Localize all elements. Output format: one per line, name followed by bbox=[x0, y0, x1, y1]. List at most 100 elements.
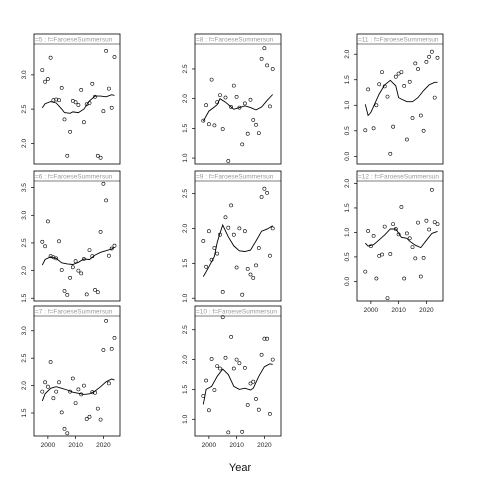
y-tick-label: 1.5 bbox=[344, 75, 351, 84]
data-point bbox=[399, 70, 404, 75]
data-point bbox=[95, 290, 100, 295]
data-point bbox=[237, 105, 242, 110]
data-point bbox=[218, 232, 222, 237]
data-point bbox=[206, 408, 211, 413]
data-point bbox=[95, 153, 100, 158]
y-tick-label: 1.5 bbox=[21, 293, 28, 302]
data-point bbox=[237, 226, 242, 231]
data-point bbox=[251, 276, 256, 280]
data-point bbox=[46, 219, 50, 224]
data-point bbox=[265, 336, 270, 341]
data-point bbox=[251, 379, 256, 384]
data-point bbox=[432, 220, 437, 225]
panel-frame bbox=[194, 170, 282, 302]
strip-label: =12 : f=FaroeseSummersun bbox=[358, 174, 439, 181]
data-point bbox=[382, 224, 387, 229]
y-tick-label: 0.5 bbox=[344, 252, 351, 261]
data-point bbox=[65, 431, 70, 436]
data-point bbox=[204, 103, 209, 108]
data-point bbox=[46, 384, 50, 389]
data-point bbox=[429, 49, 434, 54]
data-point bbox=[229, 105, 234, 109]
data-point bbox=[82, 383, 86, 388]
x-tick-label: 2010 bbox=[391, 307, 406, 314]
data-point bbox=[413, 61, 418, 66]
data-point bbox=[209, 77, 214, 82]
data-point bbox=[245, 131, 250, 136]
data-point bbox=[404, 137, 409, 142]
data-point bbox=[242, 229, 247, 234]
y-tick-label: 1.5 bbox=[182, 258, 189, 267]
data-point bbox=[201, 239, 206, 243]
data-point bbox=[107, 86, 111, 91]
data-point bbox=[212, 388, 217, 392]
y-tick-label: 2.5 bbox=[21, 238, 28, 247]
y-tick-label: 2.0 bbox=[344, 179, 351, 188]
y-tick-label: 1.5 bbox=[182, 385, 189, 394]
y-tick-label: 2.5 bbox=[182, 189, 189, 198]
strip-label: =10 : f=FaroeseSummersun bbox=[196, 309, 277, 316]
smooth-line bbox=[41, 378, 115, 402]
x-tick-label: 2010 bbox=[229, 442, 244, 449]
data-point bbox=[262, 186, 267, 191]
data-point bbox=[54, 389, 59, 394]
y-tick-label: 1.0 bbox=[182, 153, 189, 162]
data-point bbox=[237, 361, 242, 366]
strip-label: =6 : f=FaroeseSummersun bbox=[35, 174, 113, 181]
data-point bbox=[87, 248, 92, 253]
data-point bbox=[109, 246, 114, 251]
data-point bbox=[62, 117, 67, 122]
y-tick-label: 2.5 bbox=[182, 64, 189, 73]
data-point bbox=[82, 257, 86, 261]
data-point bbox=[407, 236, 412, 241]
data-point bbox=[254, 122, 258, 127]
data-point bbox=[254, 397, 258, 401]
data-point bbox=[87, 101, 92, 105]
y-tick-label: 3.0 bbox=[21, 70, 28, 79]
data-point bbox=[76, 268, 81, 273]
data-point bbox=[410, 116, 415, 120]
data-point bbox=[220, 315, 225, 320]
data-point bbox=[421, 255, 426, 260]
data-point bbox=[262, 46, 267, 51]
panel-5: =9 : f=FaroeseSummersun 1.0 1.5 2.0 2.5 bbox=[182, 170, 282, 303]
data-point bbox=[234, 95, 239, 99]
data-point bbox=[48, 360, 53, 364]
panel-4: =6 : f=FaroeseSummersun 1.5 2.0 2.5 3.0 3.5 bbox=[21, 170, 121, 303]
data-point bbox=[212, 246, 217, 250]
data-point bbox=[93, 94, 97, 99]
data-point bbox=[109, 105, 114, 110]
data-point bbox=[368, 244, 373, 249]
y-tick-label: 0.5 bbox=[344, 126, 351, 135]
data-point bbox=[229, 334, 234, 339]
strip-label: =9 : f=FaroeseSummersun bbox=[196, 174, 274, 181]
data-point bbox=[385, 94, 390, 99]
data-point bbox=[220, 289, 225, 294]
data-point bbox=[418, 113, 423, 118]
y-tick-label: 1.5 bbox=[344, 203, 351, 212]
y-tick-label: 2.0 bbox=[21, 266, 28, 275]
y-tick-label: 0.0 bbox=[344, 277, 351, 286]
data-point bbox=[109, 346, 114, 351]
data-point bbox=[107, 381, 111, 386]
y-tick-label: 1.0 bbox=[182, 414, 189, 423]
y-tick-label: 1.5 bbox=[182, 123, 189, 132]
smooth-line bbox=[202, 363, 273, 405]
y-tick-label: 2.0 bbox=[344, 49, 351, 58]
data-point bbox=[215, 251, 220, 256]
y-tick-label: 2.5 bbox=[21, 353, 28, 362]
data-point bbox=[380, 252, 384, 257]
data-point bbox=[424, 218, 429, 223]
data-point bbox=[70, 265, 75, 270]
data-point bbox=[393, 227, 398, 231]
data-point bbox=[104, 198, 109, 203]
data-point bbox=[79, 88, 84, 92]
data-point bbox=[229, 203, 234, 208]
data-point bbox=[248, 272, 253, 277]
data-point bbox=[418, 274, 423, 279]
data-point bbox=[54, 256, 59, 261]
data-point bbox=[391, 222, 396, 227]
data-point bbox=[262, 336, 267, 341]
data-point bbox=[231, 83, 236, 88]
data-point bbox=[95, 406, 100, 411]
